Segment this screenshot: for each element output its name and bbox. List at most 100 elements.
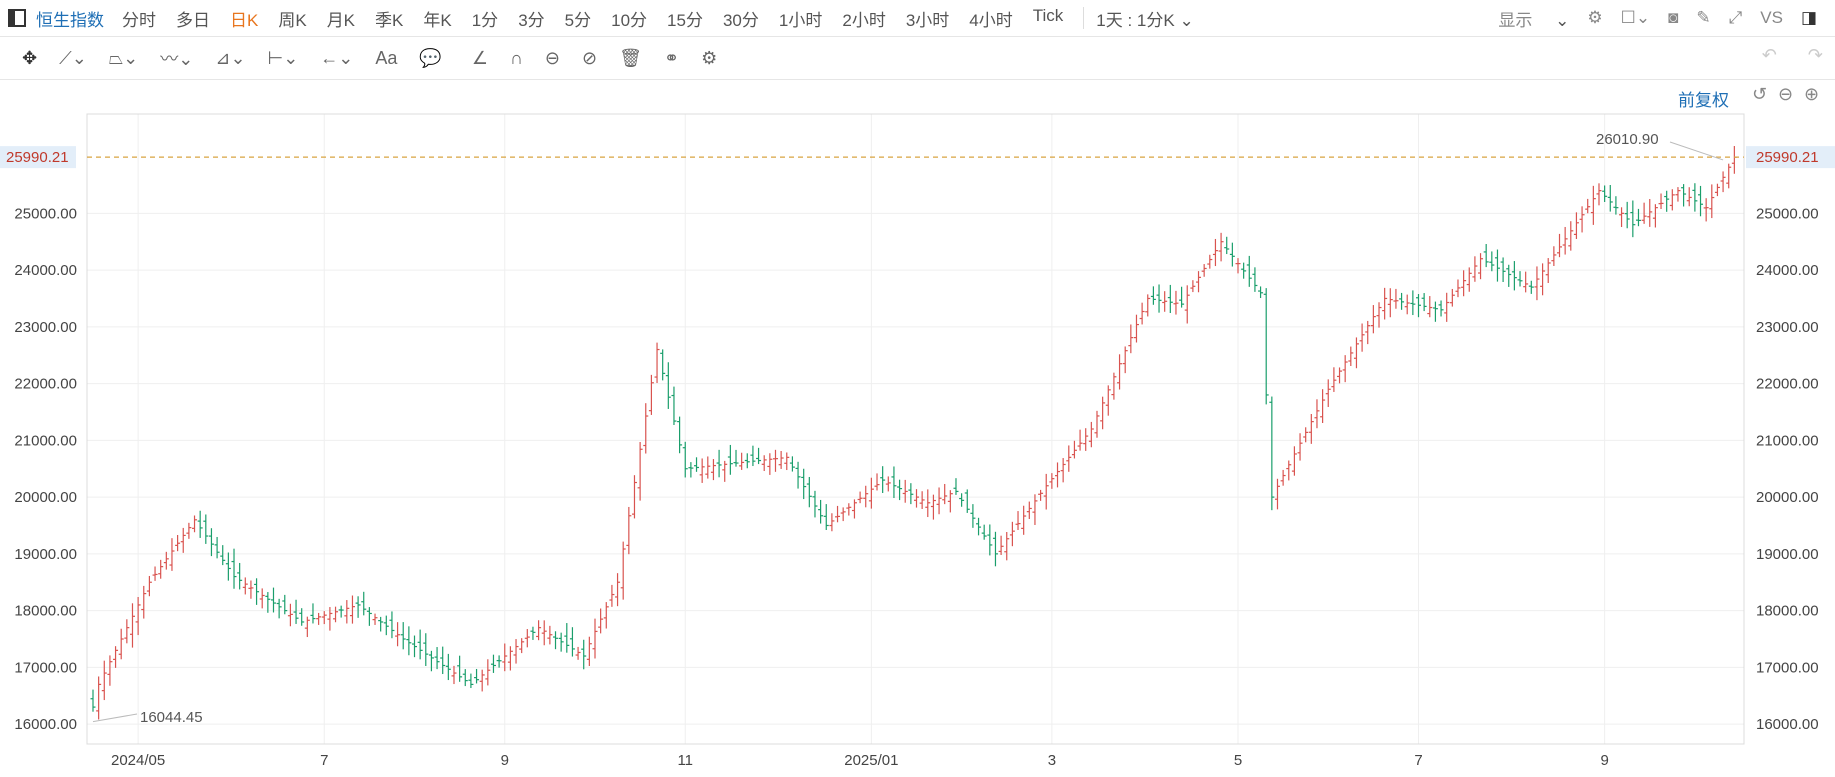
period-tab[interactable]: 2小时 — [842, 10, 886, 30]
period-tabs: 分时 多日 日K 周K 月K 季K 年K 1分 3分 5分 10分 15分 30分 1小时 2小时 3小时 4小… — [122, 6, 1083, 31]
period-tab[interactable]: 4小时 — [969, 10, 1013, 30]
max-annotation-label: 26010.90 — [1596, 131, 1659, 148]
wave-tool-icon[interactable]: 〰⌄ — [160, 49, 194, 69]
period-tab[interactable]: 多日 — [176, 10, 210, 30]
y-tick-label-right: 25000.00 — [1756, 205, 1819, 222]
top-toolbar: 恒生指数 分时 多日 日K 周K 月K 季K 年K 1分 3分 5分 10分 15分 30分 1小时 2小时… — [0, 0, 1835, 37]
chevron-down-icon: ⌄ — [1179, 10, 1194, 30]
price-adjust-button[interactable]: 前复权 — [1678, 91, 1729, 110]
y-tick-label-right: 21000.00 — [1756, 432, 1819, 449]
x-tick-label: 7 — [1414, 752, 1422, 769]
y-tick-label-left: 19000.00 — [14, 546, 77, 563]
period-tab[interactable]: 1小时 — [778, 10, 823, 30]
drawing-settings-icon[interactable]: ⚙ — [701, 47, 718, 68]
reset-icon[interactable]: ↺ — [1752, 84, 1768, 104]
link-tool-icon[interactable]: ⚭ — [663, 47, 680, 68]
period-tab[interactable]: 周K — [278, 10, 307, 30]
lock-drawings-icon[interactable]: ⊖ — [544, 47, 561, 68]
line-tool-icon[interactable]: ⟋⌄ — [59, 47, 87, 68]
topbar-right-tools: 显示 ⌄ ⚙ ☐⌄ ◙ ✎ ⤢ VS ◨ — [1498, 0, 1835, 36]
y-tick-label-left: 22000.00 — [14, 376, 77, 393]
period-tab[interactable]: 日K — [230, 10, 259, 30]
x-axis: 2024/05 7 9 11 2025/01 3 5 7 9 — [111, 752, 1609, 769]
history-controls: ↶ ↷ — [1736, 45, 1823, 66]
display-label: 显示 — [1498, 10, 1533, 30]
y-tick-label-right: 17000.00 — [1756, 659, 1819, 676]
arrow-tool-icon[interactable]: ←⌄ — [320, 47, 354, 68]
period-tab[interactable]: 年K — [423, 10, 452, 30]
y-tick-label-right: 23000.00 — [1756, 319, 1819, 336]
period-tab[interactable]: 10分 — [611, 10, 648, 30]
hide-drawings-icon[interactable]: ⊘ — [582, 47, 598, 68]
period-tab[interactable]: 分时 — [122, 10, 156, 30]
min-annotation-label: 16044.45 — [140, 709, 203, 726]
period-tab[interactable]: 1分 — [471, 10, 499, 30]
plot-frame — [86, 113, 1745, 745]
chart-grid — [87, 114, 1744, 744]
ruler-tool-icon[interactable]: ∠ — [471, 47, 488, 68]
last-price-tag-left: 25990.21 — [6, 149, 69, 166]
period-tab[interactable]: Tick — [1032, 5, 1064, 25]
comment-tool-icon[interactable]: 💬 — [419, 47, 442, 68]
x-tick-label: 9 — [501, 752, 509, 769]
x-tick-label: 5 — [1234, 752, 1242, 769]
period-tab[interactable]: 季K — [375, 10, 404, 30]
measure-tool-icon[interactable]: ⊢⌄ — [267, 47, 299, 68]
last-price-tag-left-bg — [0, 146, 76, 169]
pencil-icon[interactable]: ✎ — [1696, 8, 1711, 27]
y-tick-label-right: 20000.00 — [1756, 489, 1819, 506]
panel-toggle-icon[interactable]: ◨ — [1800, 8, 1817, 27]
y-tick-label-left: 17000.00 — [14, 659, 77, 676]
min-annotation-line — [92, 713, 138, 723]
y-axis: 16000.00 16000.00 17000.00 17000.00 18000.00… — [14, 205, 1818, 733]
y-tick-label-left: 25000.00 — [14, 205, 77, 222]
move-tool-icon[interactable]: ✥ — [22, 47, 38, 68]
zoom-out-icon[interactable]: ⊖ — [1778, 84, 1794, 104]
drawing-toolbar: ✥ ⟋⌄ ⏢⌄ 〰⌄ ⊿⌄ ⊢⌄ ←⌄ Aa 💬 ∠ ∩ ⊖ ⊘ 🗑 ⚭ ⚙ ↶… — [0, 37, 1835, 80]
layout-select-icon[interactable]: ☐⌄ — [1620, 8, 1651, 27]
y-tick-label-right: 22000.00 — [1756, 376, 1819, 393]
settings-gear-icon[interactable]: ⚙ — [1587, 8, 1603, 27]
y-tick-label-left: 18000.00 — [14, 603, 77, 620]
period-tab[interactable]: 3小时 — [905, 10, 950, 30]
x-tick-label: 11 — [677, 752, 693, 769]
period-tab[interactable]: 30分 — [722, 10, 759, 30]
max-annotation-line — [1669, 141, 1724, 161]
period-tab[interactable]: 5分 — [564, 10, 592, 30]
period-tab[interactable]: 15分 — [667, 10, 703, 30]
camera-icon[interactable]: ◙ — [1668, 8, 1679, 27]
y-tick-label-right: 18000.00 — [1756, 603, 1819, 620]
y-tick-label-left: 24000.00 — [14, 262, 77, 279]
polyline-tool-icon[interactable]: ⏢⌄ — [108, 47, 139, 68]
divider — [1083, 7, 1085, 29]
x-tick-label: 3 — [1048, 752, 1056, 769]
y-tick-label-right: 24000.00 — [1756, 262, 1819, 279]
period-tab[interactable]: 3分 — [518, 10, 545, 30]
undo-icon[interactable]: ↶ — [1761, 45, 1777, 65]
compare-vs-button[interactable]: VS — [1760, 8, 1783, 27]
y-tick-label-right: 19000.00 — [1756, 546, 1819, 563]
x-tick-label: 7 — [320, 752, 328, 769]
sidebar-toggle-icon[interactable] — [8, 9, 26, 27]
y-tick-label-left: 23000.00 — [14, 319, 77, 336]
symbol-title[interactable]: 恒生指数 — [36, 10, 104, 30]
interval-select[interactable]: 1天 : 1分K ⌄ — [1096, 6, 1193, 31]
period-tab[interactable]: 月K — [326, 10, 356, 30]
y-tick-label-right: 16000.00 — [1756, 716, 1819, 733]
y-tick-label-left: 20000.00 — [14, 489, 77, 506]
last-price-tag-right-bg — [1746, 146, 1835, 169]
display-button[interactable]: 显示 ⌄ — [1498, 10, 1570, 30]
redo-icon[interactable]: ↷ — [1807, 45, 1823, 65]
annotations: 25990.21 25990.21 26010.90 16044.45 — [0, 131, 1835, 726]
x-tick-label: 2025/01 — [844, 752, 898, 769]
fullscreen-icon[interactable]: ⤢ — [1728, 8, 1743, 27]
pattern-tool-icon[interactable]: ⊿⌄ — [215, 47, 246, 68]
zoom-in-icon[interactable]: ⊕ — [1804, 84, 1820, 104]
y-tick-label-left: 16000.00 — [14, 716, 77, 733]
magnet-tool-icon[interactable]: ∩ — [509, 47, 523, 68]
text-tool[interactable]: Aa — [375, 47, 398, 68]
ohlc-bars — [90, 146, 1737, 720]
trash-icon[interactable]: 🗑 — [619, 47, 642, 68]
x-tick-label: 2024/05 — [111, 752, 165, 769]
